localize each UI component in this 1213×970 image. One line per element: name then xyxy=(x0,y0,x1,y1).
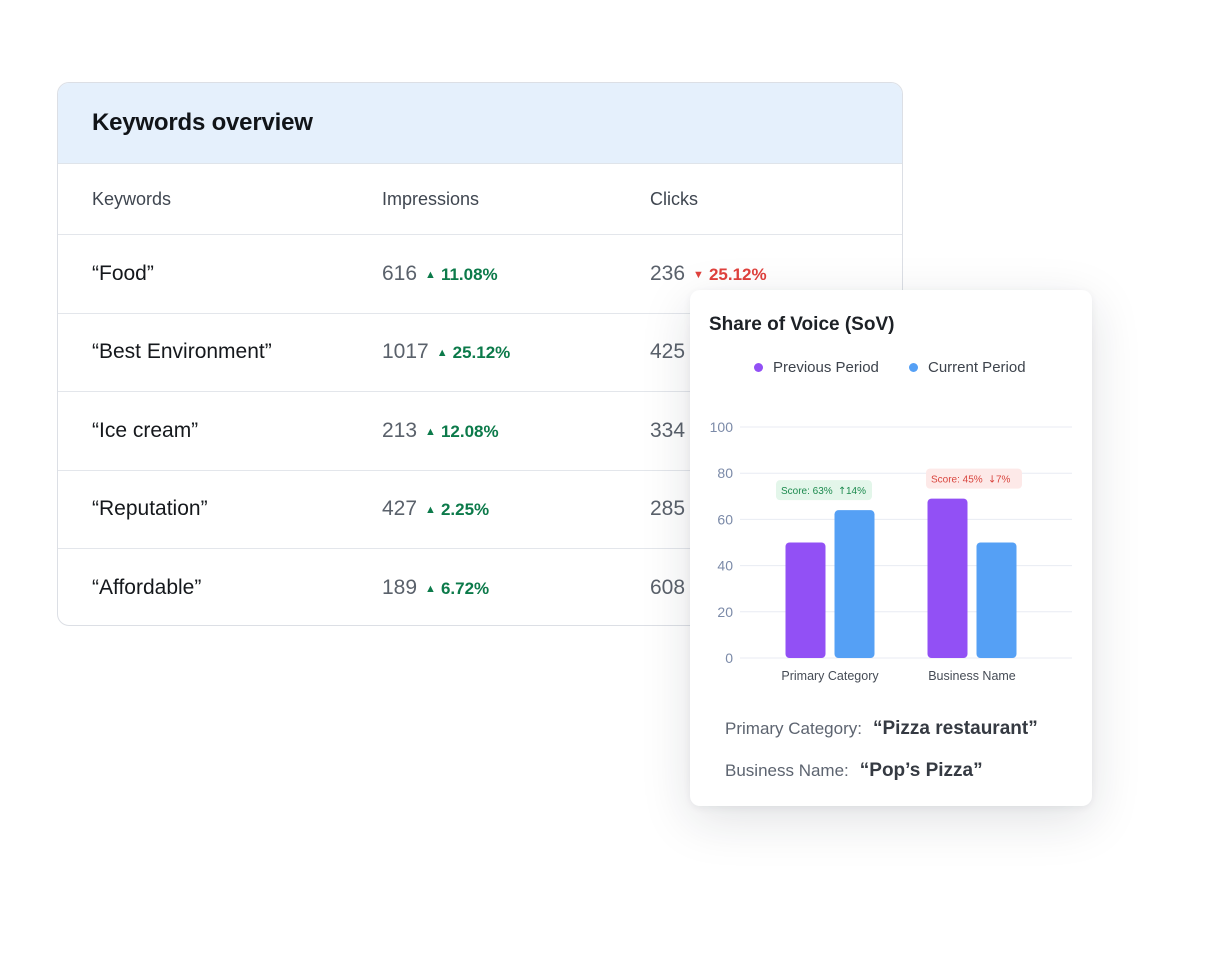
impressions-change-value: 6.72% xyxy=(440,579,490,599)
y-tick-label: 20 xyxy=(717,604,733,620)
table-row: “Food” 616 ▲ 11.08% 236 ▼ 25.12% xyxy=(58,235,902,314)
keyword-cell: “Best Environment” xyxy=(92,340,272,364)
column-header-clicks: Clicks xyxy=(650,188,698,209)
score-badge xyxy=(926,468,1022,489)
arrow-down-icon: ↓ xyxy=(988,475,996,486)
impressions-change-value: 11.08% xyxy=(440,264,498,284)
keywords-overview-header: Keywords overview xyxy=(58,83,902,164)
clicks-change: ▼ 25.12% xyxy=(693,265,767,284)
score-badge-change: 14% xyxy=(846,486,866,497)
y-tick-label: 60 xyxy=(717,511,733,527)
keyword-cell: “Ice cream” xyxy=(92,418,199,442)
table-row: “Reputation” 427 ▲ 2.25% 285 xyxy=(58,471,902,549)
impressions-change: ▲ 6.72% xyxy=(425,579,489,598)
impressions-change: ▲ 11.08% xyxy=(425,265,498,284)
bar-current-business-name xyxy=(976,542,1017,658)
keywords-overview-title: Keywords overview xyxy=(92,109,313,136)
impressions-change: ▲ 2.25% xyxy=(425,500,489,519)
score-badge-label: Score: 45% xyxy=(931,475,983,486)
table-row: “Ice cream” 213 ▲ 12.08% 334 xyxy=(58,392,902,471)
bar-current-primary-category xyxy=(834,510,875,658)
impressions-cell: 1017 ▲ 25.12% xyxy=(382,340,510,364)
impressions-change: ▲ 12.08% xyxy=(425,422,499,441)
y-tick-label: 40 xyxy=(717,558,733,574)
share-of-voice-card: Share of Voice (SoV) Previous Period Cur… xyxy=(690,290,1092,806)
table-row: “Affordable” 189 ▲ 6.72% 608 xyxy=(58,549,902,625)
x-tick-label: Primary Category xyxy=(781,669,879,683)
impressions-cell: 189 ▲ 6.72% xyxy=(382,576,489,600)
score-badge-change: 7% xyxy=(996,475,1011,486)
trend-up-icon: ▲ xyxy=(436,347,448,360)
impressions-change-value: 25.12% xyxy=(452,343,511,363)
clicks-cell: 236 ▼ 25.12% xyxy=(650,262,767,286)
impressions-value: 616 xyxy=(382,261,418,285)
y-tick-label: 0 xyxy=(725,650,733,666)
impressions-value: 427 xyxy=(382,497,418,521)
business-name-value: “Pop’s Pizza” xyxy=(859,760,983,781)
impressions-cell: 616 ▲ 11.08% xyxy=(382,262,498,286)
clicks-cell: 334 xyxy=(650,419,685,443)
bar-previous-primary-category xyxy=(785,542,826,658)
keyword-cell: “Affordable” xyxy=(92,576,202,600)
impressions-value: 189 xyxy=(382,576,418,600)
impressions-cell: 213 ▲ 12.08% xyxy=(382,419,499,443)
legend-item-previous: Previous Period xyxy=(754,359,879,376)
y-tick-label: 80 xyxy=(717,465,733,481)
clicks-cell: 608 xyxy=(650,576,685,600)
table-header-row: Keywords Impressions Clicks xyxy=(58,164,902,235)
trend-down-icon: ▼ xyxy=(693,268,704,281)
legend-item-current: Current Period xyxy=(909,359,1026,376)
trend-up-icon: ▲ xyxy=(425,268,436,281)
x-tick-label: Business Name xyxy=(928,669,1016,683)
clicks-value: 334 xyxy=(650,418,686,442)
clicks-cell: 285 xyxy=(650,497,685,521)
business-name-label: Business Name: xyxy=(725,761,849,780)
keyword-cell: “Food” xyxy=(92,261,154,285)
table-row: “Best Environment” 1017 ▲ 25.12% 425 xyxy=(58,314,902,392)
clicks-value: 608 xyxy=(650,576,686,600)
clicks-change-value: 25.12% xyxy=(708,264,767,284)
impressions-change: ▲ 25.12% xyxy=(437,343,511,362)
score-badge xyxy=(776,480,872,501)
clicks-value: 236 xyxy=(650,261,686,285)
impressions-value: 213 xyxy=(382,418,418,442)
keywords-table-body: “Food” 616 ▲ 11.08% 236 ▼ 25.12% “Best Environm… xyxy=(58,235,902,625)
primary-category-value: “Pizza restaurant” xyxy=(872,718,1038,739)
column-header-impressions: Impressions xyxy=(382,188,480,209)
clicks-cell: 425 xyxy=(650,340,685,364)
legend-label-current: Current Period xyxy=(928,359,1026,376)
legend-dot-current xyxy=(909,363,918,372)
trend-up-icon: ▲ xyxy=(425,504,436,517)
keyword-cell: “Reputation” xyxy=(92,497,208,521)
primary-category-label: Primary Category: xyxy=(725,719,862,738)
impressions-cell: 427 ▲ 2.25% xyxy=(382,497,489,521)
sov-title: Share of Voice (SoV) xyxy=(709,314,895,335)
primary-category-info: Primary Category: “Pizza restaurant” xyxy=(725,718,1038,740)
sov-bar-chart: 0 20 40 60 80 100 Primary Category Score: 63% ↑ 1… xyxy=(710,419,1072,683)
score-badge-label: Score: 63% xyxy=(781,486,833,497)
column-header-keywords: Keywords xyxy=(92,188,172,209)
y-tick-label: 100 xyxy=(710,419,734,435)
impressions-change-value: 2.25% xyxy=(440,500,490,520)
impressions-change-value: 12.08% xyxy=(440,421,499,441)
clicks-value: 425 xyxy=(650,340,686,364)
trend-up-icon: ▲ xyxy=(425,425,436,438)
arrow-up-icon: ↑ xyxy=(838,486,846,497)
bar-previous-business-name xyxy=(927,498,968,658)
trend-up-icon: ▲ xyxy=(425,583,436,596)
legend-dot-previous xyxy=(754,363,763,372)
business-name-info: Business Name: “Pop’s Pizza” xyxy=(725,760,983,782)
impressions-value: 1017 xyxy=(382,340,429,364)
clicks-value: 285 xyxy=(650,497,686,521)
legend-label-previous: Previous Period xyxy=(773,359,879,376)
